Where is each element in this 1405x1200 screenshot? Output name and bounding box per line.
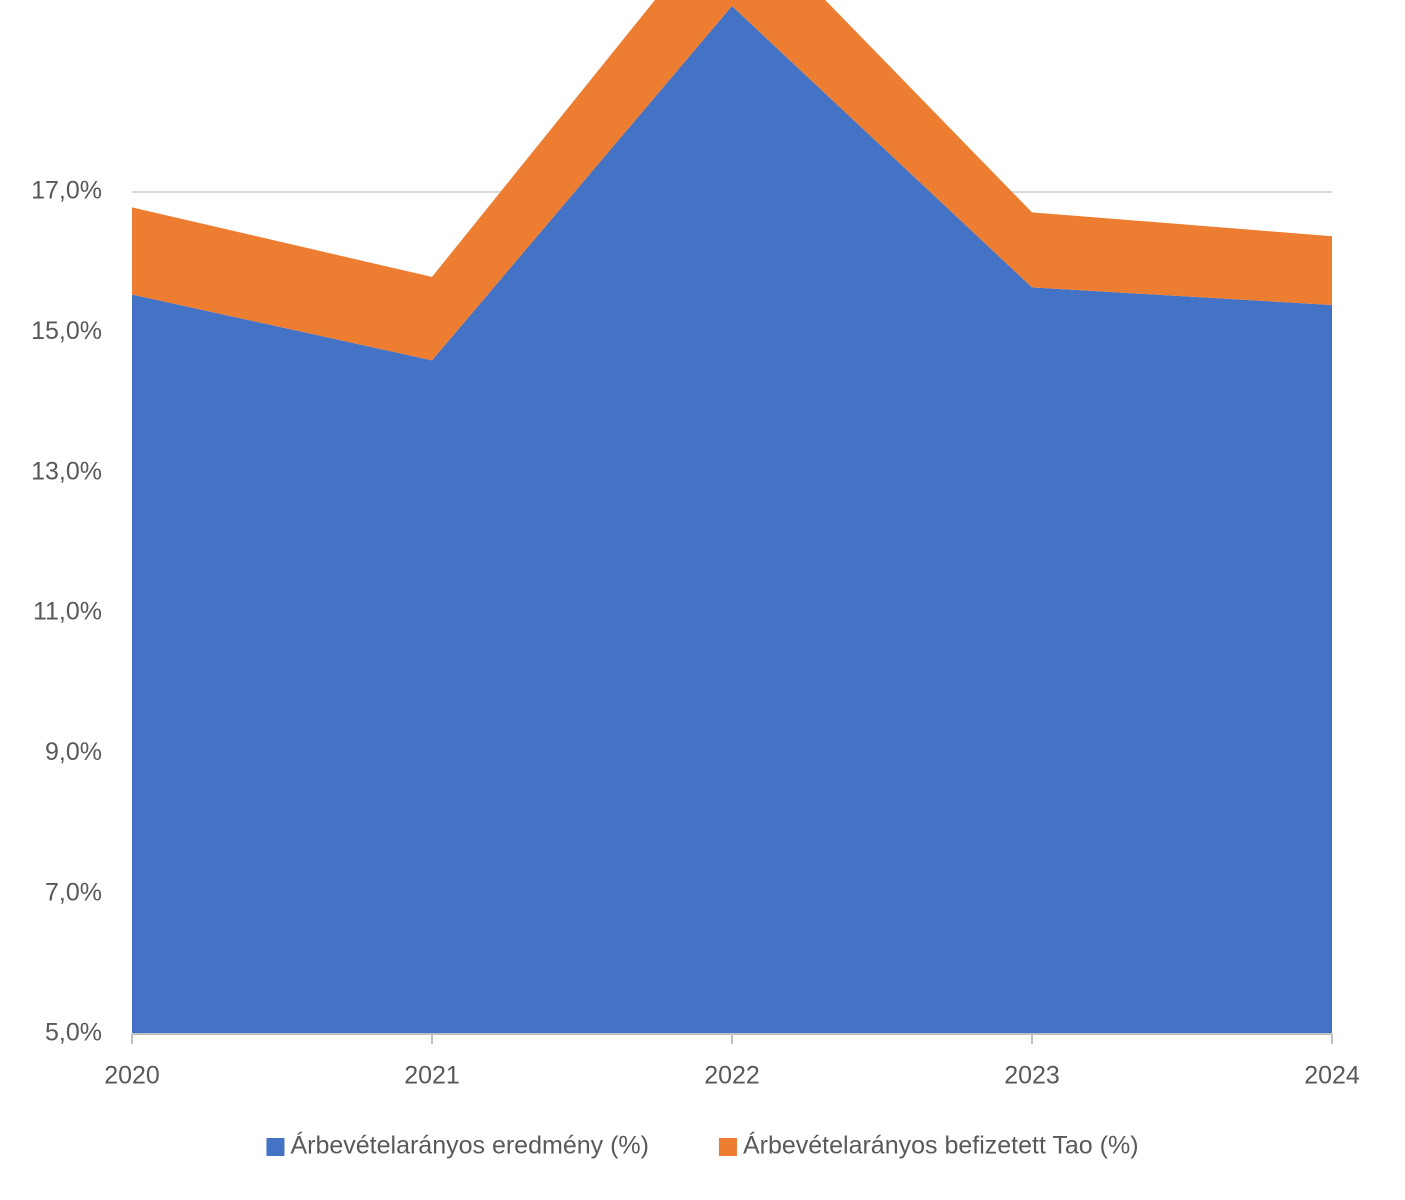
x-tick-label: 2021 xyxy=(404,1062,460,1090)
x-tick-label: 2020 xyxy=(104,1062,160,1090)
y-tick-label: 7,0% xyxy=(45,878,102,906)
y-tick-label: 17,0% xyxy=(31,177,102,205)
x-tick-label: 2022 xyxy=(704,1062,760,1090)
legend-swatch xyxy=(266,1138,285,1156)
y-tick-label: 11,0% xyxy=(33,598,102,626)
legend-swatch xyxy=(718,1138,737,1156)
legend-label: Árbevételarányos befizetett Tao (%) xyxy=(743,1131,1139,1160)
legend-label: Árbevételarányos eredmény (%) xyxy=(290,1131,649,1160)
x-tick-label: 2023 xyxy=(1004,1062,1060,1090)
y-tick-label: 13,0% xyxy=(31,457,102,485)
y-tick-label: 9,0% xyxy=(45,738,102,766)
area xyxy=(132,6,1332,1034)
y-tick-label: 15,0% xyxy=(31,317,102,345)
x-tick-label: 2024 xyxy=(1304,1062,1360,1090)
area xyxy=(132,0,1332,361)
y-tick-label: 5,0% xyxy=(45,1019,102,1047)
